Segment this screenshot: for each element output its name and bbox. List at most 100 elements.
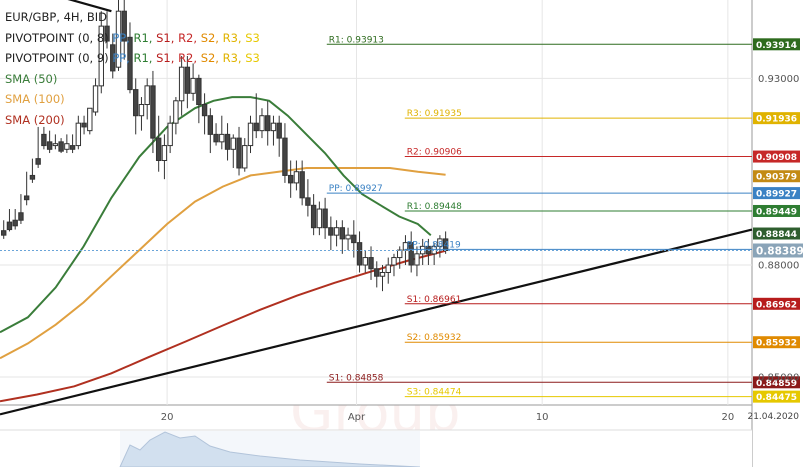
candle-body (236, 137, 242, 169)
price-tag-text: 0.90908 (756, 153, 797, 163)
candle-body (247, 122, 254, 147)
candle-body (242, 145, 248, 169)
legend-pivot-row-2: PIVOTPOINT (0, 9) PP, R1, S1, R2, S2, R3… (5, 48, 260, 69)
price-tag-bg (753, 390, 800, 403)
legend-pivot-row-1: PIVOTPOINT (0, 8) PP, R1, S1, R2, S2, R3… (5, 28, 260, 49)
legend-pivot-name: S3 (245, 30, 260, 45)
candle-body (64, 143, 70, 150)
candle-body (115, 10, 122, 68)
trendline (0, 228, 753, 416)
legend-title: EUR/GBP, 4H, BID (5, 10, 108, 24)
candle-body (58, 141, 64, 152)
candle-body (69, 145, 76, 150)
candle-body (150, 85, 156, 139)
last-price-tag-bg (753, 243, 803, 258)
price-tag-text: 0.90379 (756, 173, 797, 183)
candle-body (379, 271, 386, 277)
candle-body (41, 133, 47, 147)
legend-pivot-name: S1, (156, 51, 179, 65)
price-tag-text: 0.85932 (756, 339, 797, 349)
candle-body (328, 227, 334, 236)
candle-body (190, 77, 196, 94)
price-tag-bg (753, 227, 800, 240)
candle-body (391, 257, 397, 266)
navigator-volume-area (119, 431, 421, 467)
legend-pivot-name: R2, (178, 51, 201, 65)
pivot-level-label: PP: 0.88419 (407, 240, 461, 250)
candle-body (1, 230, 7, 236)
pivot-level-label: PP: 0.89927 (329, 184, 383, 194)
price-tick-label: 0.93000 (758, 74, 799, 85)
current-date-label: 21.04.2020 (747, 412, 799, 422)
time-tick-label: 20 (161, 412, 174, 423)
pivot-level-label: R3: 0.91935 (407, 109, 462, 119)
price-tag-bg (753, 336, 800, 349)
pivot-level-label: S3: 0.84474 (407, 388, 462, 398)
candle-body (282, 137, 288, 176)
candle-body (6, 221, 13, 231)
pivot-level-label: R1: 0.93913 (329, 35, 384, 45)
candle-body (138, 104, 145, 117)
candle-body (299, 171, 305, 199)
legend-sma100: SMA (100) (5, 92, 65, 106)
legend-pivot-name: S2, (200, 30, 223, 45)
pivot-level-label: R2: 0.90906 (407, 148, 462, 158)
legend-sma50-row: SMA (50) (5, 69, 260, 90)
price-tag-text: 0.89927 (756, 190, 797, 200)
legend-sma100-row: SMA (100) (5, 89, 260, 110)
price-tag-text: 0.86962 (756, 300, 797, 310)
legend-pivot-name: R2, (178, 30, 201, 45)
candle-body (322, 208, 328, 229)
legend-pivot1-names: PP, R1, S1, R2, S2, R3, S3 (112, 31, 260, 45)
legend-pivot-name: R3, (222, 51, 246, 65)
candle-body (374, 268, 380, 277)
candle-body (310, 204, 317, 229)
candle-body (35, 158, 41, 165)
candle-body (52, 143, 59, 147)
price-tag-text: 0.89449 (756, 207, 797, 217)
candle-body (333, 227, 340, 236)
candle-body (230, 137, 236, 150)
legend-pivot1-label: PIVOTPOINT (0, 8) (5, 30, 109, 45)
time-tick-label: 20 (721, 412, 734, 423)
pivot-level-label: S1: 0.86961 (407, 295, 462, 305)
candle-body (293, 171, 300, 184)
candle-body (437, 238, 443, 247)
pivot-level-label: R1: 0.89448 (407, 202, 462, 212)
price-tag-bg (753, 170, 800, 183)
candle-body (173, 100, 179, 124)
candle-body (276, 122, 282, 139)
price-tag-bg (753, 297, 800, 310)
legend-pivot2-label: PIVOTPOINT (0, 9) (5, 51, 109, 65)
candle-body (12, 219, 18, 227)
price-tick-label: 0.85000 (758, 373, 799, 384)
price-tag-text: 0.88844 (756, 230, 797, 240)
pivot-level-label: S1: 0.84858 (329, 373, 384, 383)
candle-body (224, 133, 231, 150)
legend-pivot-name: PP, (112, 30, 134, 45)
candle-body (265, 115, 271, 132)
candle-body (29, 174, 36, 180)
candle-body (178, 66, 185, 102)
candle-body (339, 227, 346, 240)
candle-body (75, 122, 82, 147)
time-tick-label: 10 (536, 412, 549, 423)
candle-body (184, 66, 191, 94)
price-tick-label: 0.88000 (758, 261, 799, 272)
candle-body (167, 122, 173, 147)
pivot-level-label: S2: 0.85932 (407, 333, 462, 343)
candle-body (259, 115, 265, 132)
candle-body (196, 77, 202, 106)
candle-body (385, 264, 391, 273)
candle-body (81, 122, 87, 128)
price-tag-bg (753, 204, 800, 217)
candle-body (133, 89, 139, 117)
candle-body (414, 253, 420, 266)
sma100-line (0, 167, 446, 360)
legend-sma200-row: SMA (200) (5, 110, 260, 131)
candle-body (92, 85, 99, 113)
candle-body (219, 133, 225, 143)
candle-body (397, 249, 403, 259)
